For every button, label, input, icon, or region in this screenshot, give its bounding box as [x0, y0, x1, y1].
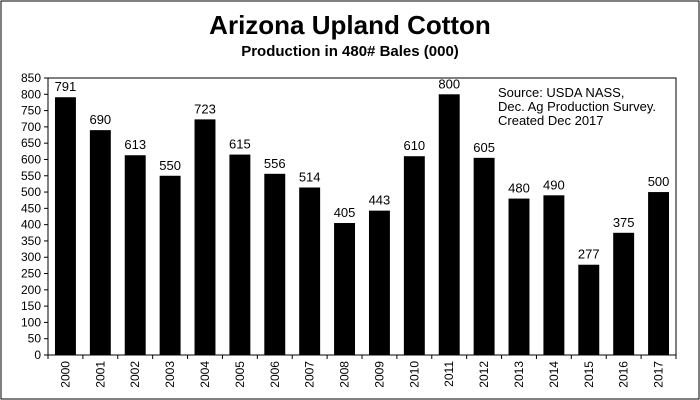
x-tick-label: 2015 [582, 361, 596, 388]
y-tick-label: 200 [21, 283, 41, 297]
chart-title: Arizona Upland Cotton [209, 10, 491, 40]
bar [229, 154, 251, 355]
y-tick-label: 250 [21, 267, 41, 281]
data-label: 610 [403, 138, 425, 153]
source-note-line: Created Dec 2017 [498, 113, 604, 128]
bar [403, 156, 425, 355]
y-tick-label: 50 [28, 332, 42, 346]
bar [89, 130, 111, 355]
bar [159, 175, 181, 355]
y-tick-label: 400 [21, 218, 41, 232]
y-tick-label: 600 [21, 152, 41, 166]
y-tick-label: 850 [21, 71, 41, 85]
bar [334, 223, 356, 355]
data-label: 800 [438, 76, 460, 91]
y-tick-label: 0 [34, 348, 41, 362]
source-note-line: Dec. Ag Production Survey. [498, 99, 656, 114]
data-label: 480 [508, 181, 530, 196]
x-tick-label: 2013 [512, 361, 526, 388]
y-tick-label: 350 [21, 234, 41, 248]
x-tick-label: 2001 [93, 361, 107, 388]
x-tick-label: 2016 [617, 361, 631, 388]
bar [613, 232, 635, 355]
bar [194, 119, 216, 356]
bar [264, 173, 286, 355]
bar [438, 94, 460, 355]
data-label: 613 [124, 137, 146, 152]
bar [473, 157, 495, 355]
data-label: 277 [578, 247, 600, 262]
x-tick-label: 2012 [477, 361, 491, 388]
bar [124, 155, 146, 355]
source-note-line: Source: USDA NASS, [498, 85, 624, 100]
bar [368, 210, 390, 355]
x-tick-label: 2002 [128, 361, 142, 388]
x-tick-label: 2017 [652, 361, 666, 388]
bar [54, 97, 76, 356]
x-tick-label: 2007 [303, 361, 317, 388]
data-label: 791 [55, 79, 77, 94]
y-tick-label: 650 [21, 136, 41, 150]
x-tick-label: 2006 [268, 361, 282, 388]
x-tick-label: 2010 [407, 361, 421, 388]
x-tick-label: 2000 [58, 361, 72, 388]
y-tick-label: 800 [21, 87, 41, 101]
data-label: 490 [543, 177, 565, 192]
y-tick-label: 100 [21, 315, 41, 329]
data-label: 405 [334, 205, 356, 220]
data-label: 500 [648, 174, 670, 189]
x-tick-label: 2011 [442, 361, 456, 387]
data-label: 605 [473, 140, 495, 155]
x-tick-label: 2005 [233, 361, 247, 388]
data-label: 556 [264, 156, 286, 171]
y-tick-label: 700 [21, 120, 41, 134]
data-label: 375 [613, 215, 635, 230]
plot-area: 0 50 100 150 200 250 300 350 400 450 500 550 600 650 7… [21, 71, 677, 388]
y-tick-label: 750 [21, 104, 41, 118]
x-tick-label: 2003 [163, 361, 177, 388]
bar [508, 198, 530, 355]
data-label: 514 [299, 169, 321, 184]
y-tick-label: 150 [21, 299, 41, 313]
x-tick-label: 2008 [338, 361, 352, 388]
data-label: 443 [369, 193, 391, 208]
y-tick-label: 500 [21, 185, 41, 199]
bar [543, 195, 565, 355]
chart-subtitle: Production in 480# Bales (000) [241, 43, 459, 60]
x-tick-label: 2004 [198, 361, 212, 388]
y-tick-label: 300 [21, 250, 41, 264]
y-tick-label: 550 [21, 169, 41, 183]
data-label: 615 [229, 137, 251, 152]
bar [578, 264, 600, 355]
x-tick-label: 2014 [547, 361, 561, 388]
x-tick-label: 2009 [372, 361, 386, 388]
bar [648, 192, 670, 355]
data-label: 550 [159, 158, 181, 173]
data-label: 723 [194, 101, 216, 116]
bar [299, 187, 321, 355]
y-tick-label: 450 [21, 201, 41, 215]
data-label: 690 [89, 112, 111, 127]
